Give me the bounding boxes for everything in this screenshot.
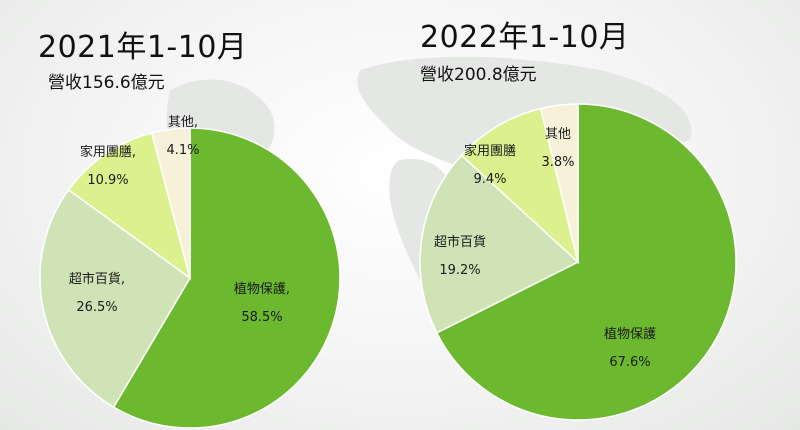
- slice-label-2021-plant-protection-value: 58.5%: [241, 310, 282, 325]
- slice-label-2022-supermarket-value: 19.2%: [439, 263, 480, 278]
- pie-slice-2021-other: [150, 127, 191, 279]
- pie-slice-2022-supermarket: [419, 154, 580, 334]
- slice-label-2022-household-catering-value: 9.4%: [473, 172, 506, 187]
- left-chart-title: 2021年1-10月: [38, 30, 248, 65]
- slice-label-2021-other-name: 其他,: [168, 115, 198, 130]
- right-chart-title: 2022年1-10月: [420, 20, 630, 55]
- slice-label-2021-household-catering-value: 10.9%: [87, 173, 128, 188]
- pie-slice-2021-supermarket: [39, 188, 191, 409]
- slice-label-2022-other-name: 其他: [545, 127, 571, 142]
- pie-slice-2022-other: [539, 103, 579, 263]
- pie-slice-2022-household-catering: [460, 107, 580, 265]
- pie-slice-2021-plant-protection: [112, 127, 341, 429]
- slice-label-2021-other-value: 4.1%: [166, 143, 199, 158]
- slice-label-2021-household-catering-name: 家用團膳,: [80, 144, 136, 160]
- left-chart-subtitle: 營收156.6億元: [48, 73, 165, 93]
- pie-slice-2021-household-catering: [67, 132, 192, 280]
- slice-label-2021-supermarket-name: 超市百貨,: [69, 271, 125, 287]
- pie-slice-2022-plant-protection: [435, 103, 737, 421]
- slice-label-2022-household-catering-name: 家用團膳: [464, 143, 516, 159]
- slice-label-2022-supermarket-name: 超市百貨: [434, 234, 486, 250]
- slice-label-2021-plant-protection-name: 植物保護,: [234, 281, 290, 297]
- slice-label-2022-other-value: 3.8%: [541, 155, 574, 170]
- slice-label-2022-plant-protection-name: 植物保護: [604, 326, 656, 342]
- right-chart-subtitle: 營收200.8億元: [420, 65, 537, 85]
- slice-label-2022-plant-protection-value: 67.6%: [609, 355, 650, 370]
- slice-label-2021-supermarket-value: 26.5%: [76, 300, 117, 315]
